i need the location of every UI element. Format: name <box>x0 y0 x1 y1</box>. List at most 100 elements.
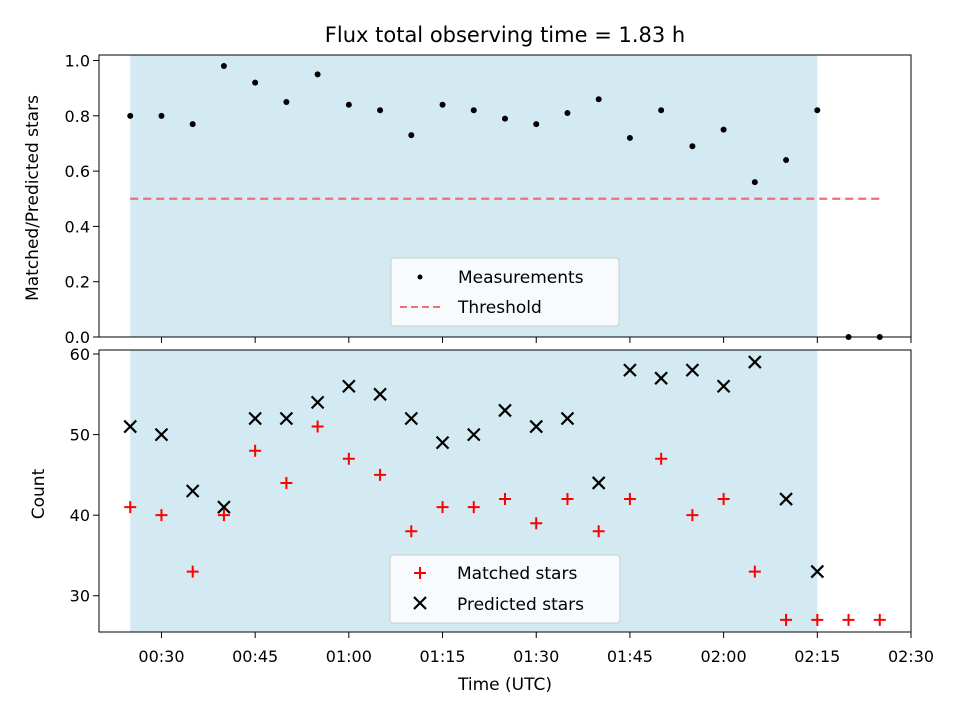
bottom-matched-point <box>436 501 449 514</box>
bottom-xtick-label: 02:30 <box>888 647 934 666</box>
top-measurement-point <box>814 107 821 114</box>
bottom-xtick-label: 01:00 <box>326 647 372 666</box>
bottom-matched-point <box>842 613 855 626</box>
bottom-predicted-point <box>279 411 294 426</box>
top-measurement-point <box>626 134 633 141</box>
top-measurement-point <box>783 157 790 164</box>
bottom-predicted-point <box>217 500 231 514</box>
legend-predicted-label: Predicted stars <box>457 595 584 615</box>
top-ytick-label: 0.0 <box>65 328 90 347</box>
bottom-predicted-point <box>404 411 419 426</box>
bottom-predicted-point <box>748 355 762 369</box>
top-measurement-point <box>720 126 727 133</box>
top-ytick-label: 0.4 <box>65 217 90 236</box>
top-measurement-point <box>252 79 259 86</box>
bottom-predicted-point <box>498 403 512 418</box>
top-measurement-point <box>658 107 665 114</box>
bottom-predicted-point <box>591 476 606 490</box>
top-legend: Measurements Threshold <box>390 257 620 327</box>
bottom-matched-point <box>780 613 793 626</box>
bottom-predicted-point <box>123 419 138 434</box>
bottom-predicted-point <box>529 419 544 434</box>
bottom-matched-point <box>280 476 293 489</box>
bottom-predicted-point <box>623 363 637 377</box>
bottom-predicted-point <box>685 363 700 377</box>
bottom-legend-box <box>389 554 621 624</box>
legend-matched-label: Matched stars <box>457 564 577 584</box>
top-measurement-point <box>564 110 571 117</box>
bottom-matched-point <box>592 525 605 538</box>
top-measurement-point <box>345 101 352 108</box>
bottom-predicted-point <box>560 411 575 426</box>
top-y-axis-label: Matched/Predicted stars <box>23 95 43 301</box>
bottom-matched-point <box>405 525 418 538</box>
top-ytick-label: 0.2 <box>65 273 90 292</box>
legend-threshold-label: Threshold <box>457 298 542 318</box>
bottom-matched-point <box>311 420 324 433</box>
bottom-ytick-label: 50 <box>70 426 90 445</box>
top-axes-frame <box>98 54 912 338</box>
bottom-predicted-point <box>810 564 825 579</box>
top-measurement-point <box>189 121 196 128</box>
legend-measurements-marker <box>417 274 423 280</box>
bottom-matched-point <box>374 468 387 481</box>
bottom-xtick-label: 01:30 <box>513 647 559 666</box>
top-measurement-point <box>470 107 477 114</box>
bottom-matched-point <box>467 501 480 514</box>
top-measurement-point <box>283 99 290 105</box>
bottom-xtick-label: 02:00 <box>701 647 747 666</box>
top-measurement-point <box>158 112 165 119</box>
legend-matched-marker <box>414 567 426 579</box>
bottom-matched-point <box>748 565 761 578</box>
bottom-matched-point <box>655 452 668 465</box>
bottom-axes-frame <box>98 349 912 633</box>
chart-title: Flux total observing time = 1.83 h <box>325 23 685 47</box>
bottom-matched-point <box>186 565 199 578</box>
bottom-predicted-point <box>716 379 731 394</box>
top-ytick-label: 0.6 <box>65 162 90 181</box>
bottom-matched-point <box>342 452 355 465</box>
bottom-matched-point <box>217 509 230 522</box>
x-axis-label: Time (UTC) <box>457 675 552 695</box>
bottom-matched-point <box>499 493 511 506</box>
top-measurement-point <box>220 63 227 70</box>
bottom-predicted-point <box>154 427 169 442</box>
top-measurement-point <box>408 132 415 139</box>
bottom-legend: Matched stars Predicted stars <box>389 554 621 624</box>
legend-predicted-marker <box>413 596 427 610</box>
top-measurement-point <box>314 71 321 78</box>
top-legend-box <box>390 257 620 327</box>
bottom-xtick-label: 01:45 <box>607 647 653 666</box>
bottom-matched-point <box>873 613 886 626</box>
bottom-predicted-point <box>435 435 450 450</box>
bottom-predicted-point <box>373 387 387 402</box>
bottom-xtick-label: 01:15 <box>419 647 465 666</box>
bottom-matched-point <box>249 444 262 457</box>
top-measurement-point <box>595 96 602 103</box>
bottom-matched-point <box>561 493 574 506</box>
bottom-matched-point <box>811 613 824 626</box>
top-ytick-label: 0.8 <box>65 107 90 126</box>
bottom-predicted-point <box>654 371 668 385</box>
bottom-xtick-label: 00:45 <box>232 647 278 666</box>
top-measurement-point <box>533 121 540 128</box>
bottom-ytick-label: 60 <box>70 345 90 364</box>
bottom-matched-point <box>686 509 699 522</box>
top-measurement-point <box>502 115 508 122</box>
top-measurement-point <box>439 101 446 108</box>
bottom-predicted-point <box>310 395 325 410</box>
bottom-xtick-label: 02:15 <box>794 647 840 666</box>
legend-measurements-label: Measurements <box>458 268 584 288</box>
top-measurement-point <box>127 112 134 119</box>
bottom-matched-point <box>717 493 730 506</box>
top-measurement-point <box>751 179 758 186</box>
bottom-predicted-point <box>342 379 356 394</box>
bottom-xtick-label: 00:30 <box>138 647 184 666</box>
bottom-predicted-point <box>779 492 793 506</box>
bottom-predicted-point <box>466 427 481 442</box>
bottom-y-axis-label: Count <box>29 468 49 519</box>
bottom-ytick-label: 40 <box>70 506 90 525</box>
bottom-matched-point <box>623 493 636 506</box>
